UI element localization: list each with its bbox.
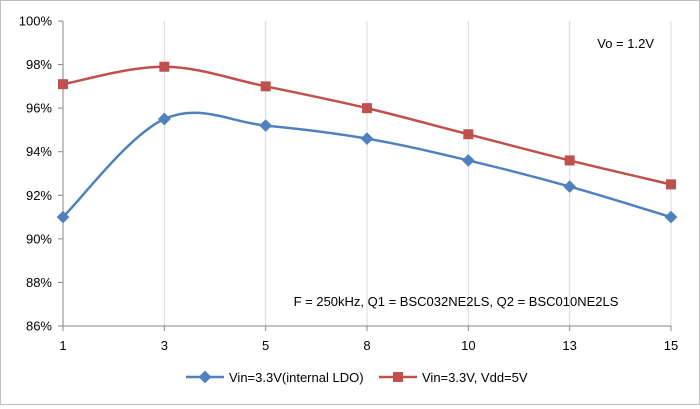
x-tick-label-10: 10: [461, 338, 475, 353]
conditions-annotation: F = 250kHz, Q1 = BSC032NE2LS, Q2 = BSC01…: [294, 294, 619, 309]
x-tick-label-1: 1: [59, 338, 66, 353]
point-series0-5: [259, 119, 273, 132]
point-series1-3: [159, 61, 170, 72]
y-tick-label-100: 100%: [19, 14, 53, 29]
point-series1-10: [463, 129, 474, 140]
point-series1-13: [564, 155, 575, 166]
point-series1-15: [666, 179, 676, 190]
x-tick-label-8: 8: [363, 338, 370, 353]
point-series0-8: [360, 132, 374, 146]
point-series1-8: [362, 103, 372, 114]
legend-marker-square: [393, 372, 403, 382]
x-tick-label-3: 3: [161, 338, 168, 353]
point-series0-13: [563, 180, 577, 193]
point-series0-3: [157, 112, 171, 126]
x-tick-label-5: 5: [262, 338, 269, 353]
axis-layer: 86%88%90%92%94%96%98%100%1 3 5 8 10 13 15: [19, 14, 678, 354]
y-tick-label-94: 94%: [26, 144, 52, 159]
x-tick-label-15: 15: [664, 338, 678, 353]
series-layer: [56, 61, 678, 224]
y-tick-label-96: 96%: [26, 101, 52, 116]
y-tick-label-86: 86%: [26, 319, 52, 334]
label-layer: Vo = 1.2V F = 250kHz, Q1 = BSC032NE2LS, …: [294, 36, 655, 309]
point-series1-5: [260, 81, 271, 92]
y-tick-label-98: 98%: [26, 57, 52, 72]
legend-entry-internal-ldo[interactable]: Vin=3.3V(internal LDO): [186, 370, 364, 385]
legend-entry-vdd-5v[interactable]: Vin=3.3V, Vdd=5V: [379, 370, 528, 385]
y-tick-label-92: 92%: [26, 188, 52, 203]
point-series0-15: [664, 210, 678, 224]
x-tick-label-13: 13: [562, 338, 576, 353]
legend-label-vdd-5v: Vin=3.3V, Vdd=5V: [422, 370, 528, 385]
point-series0-10: [461, 154, 475, 167]
point-series0-1: [56, 210, 70, 224]
y-tick-label-90: 90%: [26, 231, 52, 246]
output-voltage-annotation: Vo = 1.2V: [597, 36, 654, 51]
grid-layer: [62, 21, 672, 326]
legend: Vin=3.3V(internal LDO) Vin=3.3V, Vdd=5V: [186, 370, 528, 385]
legend-label-internal-ldo: Vin=3.3V(internal LDO): [229, 370, 364, 385]
y-tick-label-88: 88%: [26, 275, 52, 290]
legend-marker-diamond: [198, 370, 212, 384]
point-series1-1: [58, 79, 68, 90]
